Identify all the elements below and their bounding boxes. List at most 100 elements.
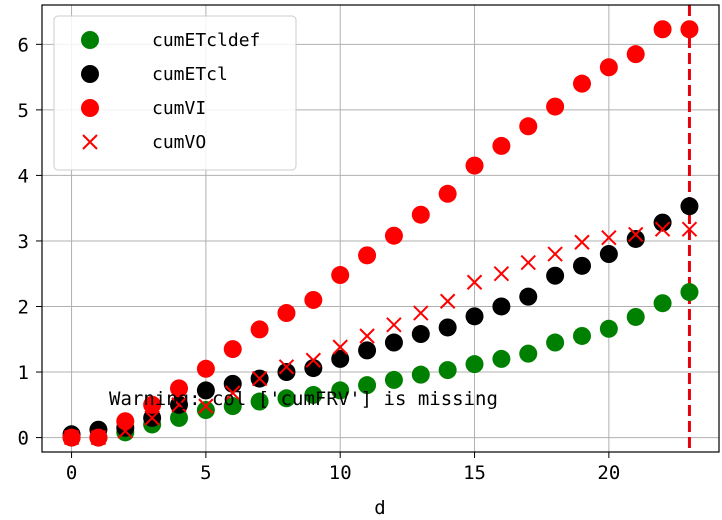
data-point [63,429,80,446]
data-point [223,397,242,416]
y-tick-label: 1 [18,362,29,384]
y-tick-label: 2 [18,296,29,318]
data-point [599,58,618,77]
data-point [90,429,107,446]
data-point [225,385,241,401]
data-point [196,381,215,400]
data-point [278,359,295,375]
data-point [546,333,565,352]
y-tick-label: 6 [18,34,29,56]
data-point [572,256,591,275]
data-point [465,307,484,326]
x-tick-label: 15 [463,462,486,484]
legend-label: cumVI [152,98,206,119]
data-point [681,221,698,237]
x-tick-label: 5 [200,462,211,484]
plot-frame [41,4,720,453]
data-point [465,355,484,374]
data-point [384,333,403,352]
data-point [143,395,162,414]
legend-label: cumETcldef [152,30,260,51]
data-point [358,376,377,395]
data-point [626,45,645,64]
data-point [546,266,565,285]
legend-marker [81,31,99,49]
data-point [438,184,457,203]
data-point [411,365,430,384]
y-tick-label: 3 [18,231,29,253]
data-point [520,254,536,271]
data-point [626,229,645,248]
data-point [170,408,189,427]
data-point [198,398,214,414]
data-point [439,293,456,309]
data-point [438,361,457,380]
data-point [277,304,296,323]
data-point [304,290,323,309]
data-point [572,74,591,93]
legend-label: cumVO [152,132,206,153]
y-tick-label: 4 [18,165,29,187]
data-point [331,349,350,368]
grid [42,5,719,452]
data-point [251,370,268,387]
data-point [304,359,323,378]
data-point [628,226,644,243]
series-cumVI [62,20,699,447]
legend-marker [81,65,99,83]
data-point [116,412,135,431]
data-point [196,401,215,420]
data-point [384,226,403,245]
x-axis-label: d [374,497,385,519]
data-point [277,363,296,382]
data-point [250,320,269,339]
data-point [332,339,348,355]
data-point [572,326,591,345]
data-point [358,341,377,360]
data-point [599,319,618,338]
data-point [117,423,133,439]
data-point [519,117,538,136]
data-point [196,359,215,378]
legend-box [53,15,297,171]
x-tick-label: 10 [329,462,352,484]
data-point [331,381,350,400]
y-tick-label: 5 [18,100,29,122]
data-point [171,397,187,413]
warning-annotation: Warning: col ['cumFRV'] is missing [109,388,498,410]
data-point [519,287,538,306]
data-point [493,266,510,282]
data-point [384,370,403,389]
data-point [653,294,672,313]
data-point [413,305,429,321]
data-point [411,325,430,344]
data-point [492,349,511,368]
data-point [465,156,484,175]
data-point [250,392,269,411]
data-point [331,266,350,285]
data-point [492,136,511,155]
y-tick-label: 0 [18,428,29,450]
data-point [438,318,457,337]
data-point [626,307,645,326]
x-tick-label: 0 [66,462,77,484]
data-point [574,234,590,250]
legend-label: cumETcl [152,64,228,85]
data-point [411,205,430,224]
data-point [358,246,377,265]
data-point [223,340,242,359]
legend: cumETcldef cumETcl cumVI cumVO [53,15,297,171]
data-point [305,352,322,368]
series-cumVO [63,221,698,446]
data-point [519,344,538,363]
legend-marker [82,134,98,150]
data-point [386,317,402,333]
legend-marker [81,99,99,117]
data-point [170,379,189,398]
data-point [547,246,563,262]
data-point [680,20,699,39]
data-point [601,229,617,246]
data-point [680,283,699,302]
data-point [359,328,375,344]
